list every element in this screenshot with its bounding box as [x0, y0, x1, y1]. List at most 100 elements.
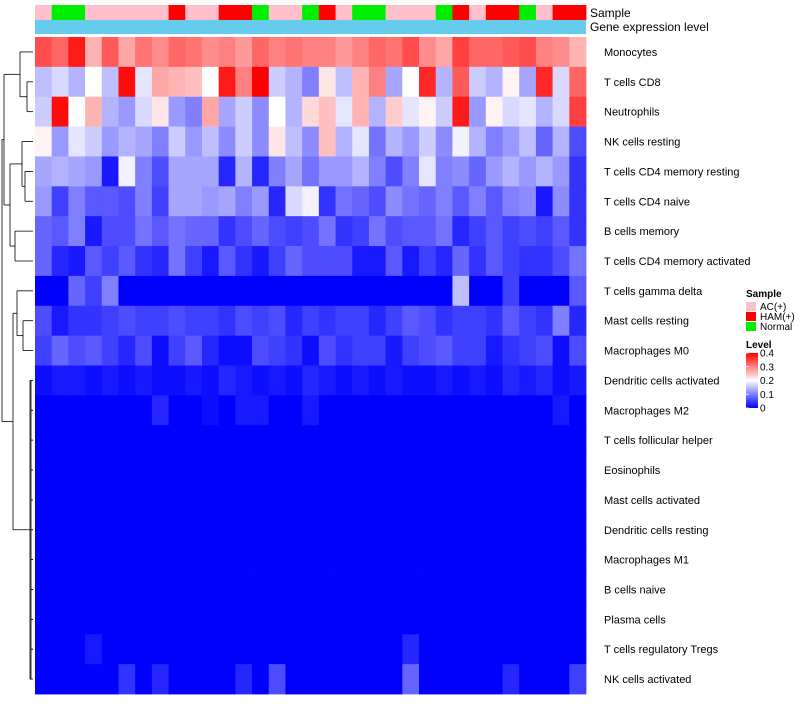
heatmap-cell — [535, 305, 554, 337]
row-label: Macrophages M2 — [604, 405, 689, 417]
heatmap-cell — [135, 514, 153, 546]
heatmap-cell — [519, 634, 537, 665]
heatmap-cell — [402, 514, 420, 546]
heatmap-cell — [168, 66, 186, 98]
heatmap-cell — [35, 604, 53, 635]
heatmap-cell — [285, 544, 303, 575]
heatmap-cell — [435, 186, 453, 217]
heatmap-cell — [51, 514, 69, 546]
heatmap-cell — [352, 425, 370, 456]
heatmap-cell — [419, 634, 437, 665]
heatmap-cell — [502, 96, 520, 127]
heatmap-cell — [235, 365, 253, 396]
heatmap-cell — [469, 186, 487, 217]
heatmap-cell — [85, 66, 103, 98]
heatmap-cell — [35, 574, 53, 605]
heatmap-cell — [452, 37, 470, 68]
heatmap-cell — [402, 186, 420, 217]
heatmap-cell — [569, 275, 587, 307]
heatmap-cell — [368, 455, 387, 486]
heatmap-cell — [385, 186, 403, 217]
heatmap-cell — [185, 186, 203, 217]
heatmap-cell — [552, 275, 570, 307]
heatmap-cell — [402, 37, 420, 68]
heatmap-cell — [469, 634, 487, 665]
heatmap-cell — [368, 604, 387, 635]
heatmap-cell — [85, 455, 103, 486]
sample-annotation-cell — [285, 5, 303, 20]
heatmap-cell — [135, 305, 153, 337]
heatmap-cell — [35, 275, 53, 307]
heatmap-cell — [68, 246, 86, 277]
heatmap-cell — [185, 365, 203, 396]
heatmap-cell — [419, 246, 437, 277]
heatmap-cell — [335, 484, 353, 516]
sample-annotation-cell — [235, 5, 253, 20]
heatmap-cell — [519, 246, 537, 277]
heatmap-cell — [268, 395, 286, 426]
heatmap-cell — [85, 484, 103, 516]
heatmap-cell — [168, 544, 186, 575]
heatmap-cell — [519, 544, 537, 575]
heatmap-cell — [535, 156, 554, 187]
heatmap-cell — [385, 96, 403, 127]
heatmap-cell — [552, 216, 570, 247]
heatmap-cell — [35, 544, 53, 575]
heatmap-cell — [352, 574, 370, 605]
heatmap-cell — [85, 216, 103, 247]
heatmap-cell — [218, 37, 236, 68]
heatmap-cell — [419, 335, 437, 366]
heatmap-cell — [502, 186, 520, 217]
heatmap-cell — [318, 395, 336, 426]
heatmap-cell — [252, 275, 270, 307]
heatmap-cell — [268, 37, 286, 68]
heatmap-cell — [535, 216, 554, 247]
heatmap-cell — [85, 126, 103, 157]
heatmap-cell — [552, 514, 570, 546]
heatmap-cell — [452, 126, 470, 157]
heatmap-cell — [135, 216, 153, 247]
heatmap-cell — [402, 544, 420, 575]
heatmap-cell — [385, 484, 403, 516]
heatmap-cell — [68, 544, 86, 575]
heatmap-cell — [35, 66, 53, 98]
legend-swatch — [746, 302, 756, 311]
heatmap-cell — [151, 604, 169, 635]
heatmap-cell — [452, 604, 470, 635]
heatmap-cell — [352, 664, 370, 695]
heatmap-cell — [402, 395, 420, 426]
heatmap-cell — [318, 305, 336, 337]
heatmap-cell — [168, 96, 186, 127]
heatmap-cell — [118, 664, 136, 695]
heatmap-cell — [35, 634, 53, 665]
heatmap-cell — [268, 335, 286, 366]
heatmap-cell — [135, 246, 153, 277]
heatmap-cell — [318, 96, 336, 127]
heatmap-cell — [218, 425, 236, 456]
heatmap-cell — [419, 126, 437, 157]
heatmap-cell — [151, 275, 169, 307]
heatmap-cell — [469, 275, 487, 307]
heatmap-cell — [68, 305, 86, 337]
heatmap-cell — [335, 544, 353, 575]
heatmap-cell — [135, 156, 153, 187]
heatmap-cell — [335, 335, 353, 366]
heatmap-cell — [68, 604, 86, 635]
heatmap-cell — [335, 186, 353, 217]
sample-annotation-cell — [201, 5, 220, 20]
heatmap-cell — [68, 395, 86, 426]
heatmap-cell — [51, 156, 69, 187]
heatmap-cell — [552, 246, 570, 277]
heatmap-cell — [135, 425, 153, 456]
heatmap-cell — [302, 246, 320, 277]
heatmap-cell — [469, 365, 487, 396]
heatmap-cell — [435, 365, 453, 396]
sample-annotation-cell — [218, 5, 236, 20]
heatmap-cell — [118, 275, 136, 307]
heatmap-cell — [35, 455, 53, 486]
heatmap-cell — [552, 425, 570, 456]
row-label: T cells CD4 memory resting — [604, 166, 740, 178]
heatmap-cell — [85, 186, 103, 217]
heatmap-cell — [519, 156, 537, 187]
heatmap-cell — [419, 455, 437, 486]
